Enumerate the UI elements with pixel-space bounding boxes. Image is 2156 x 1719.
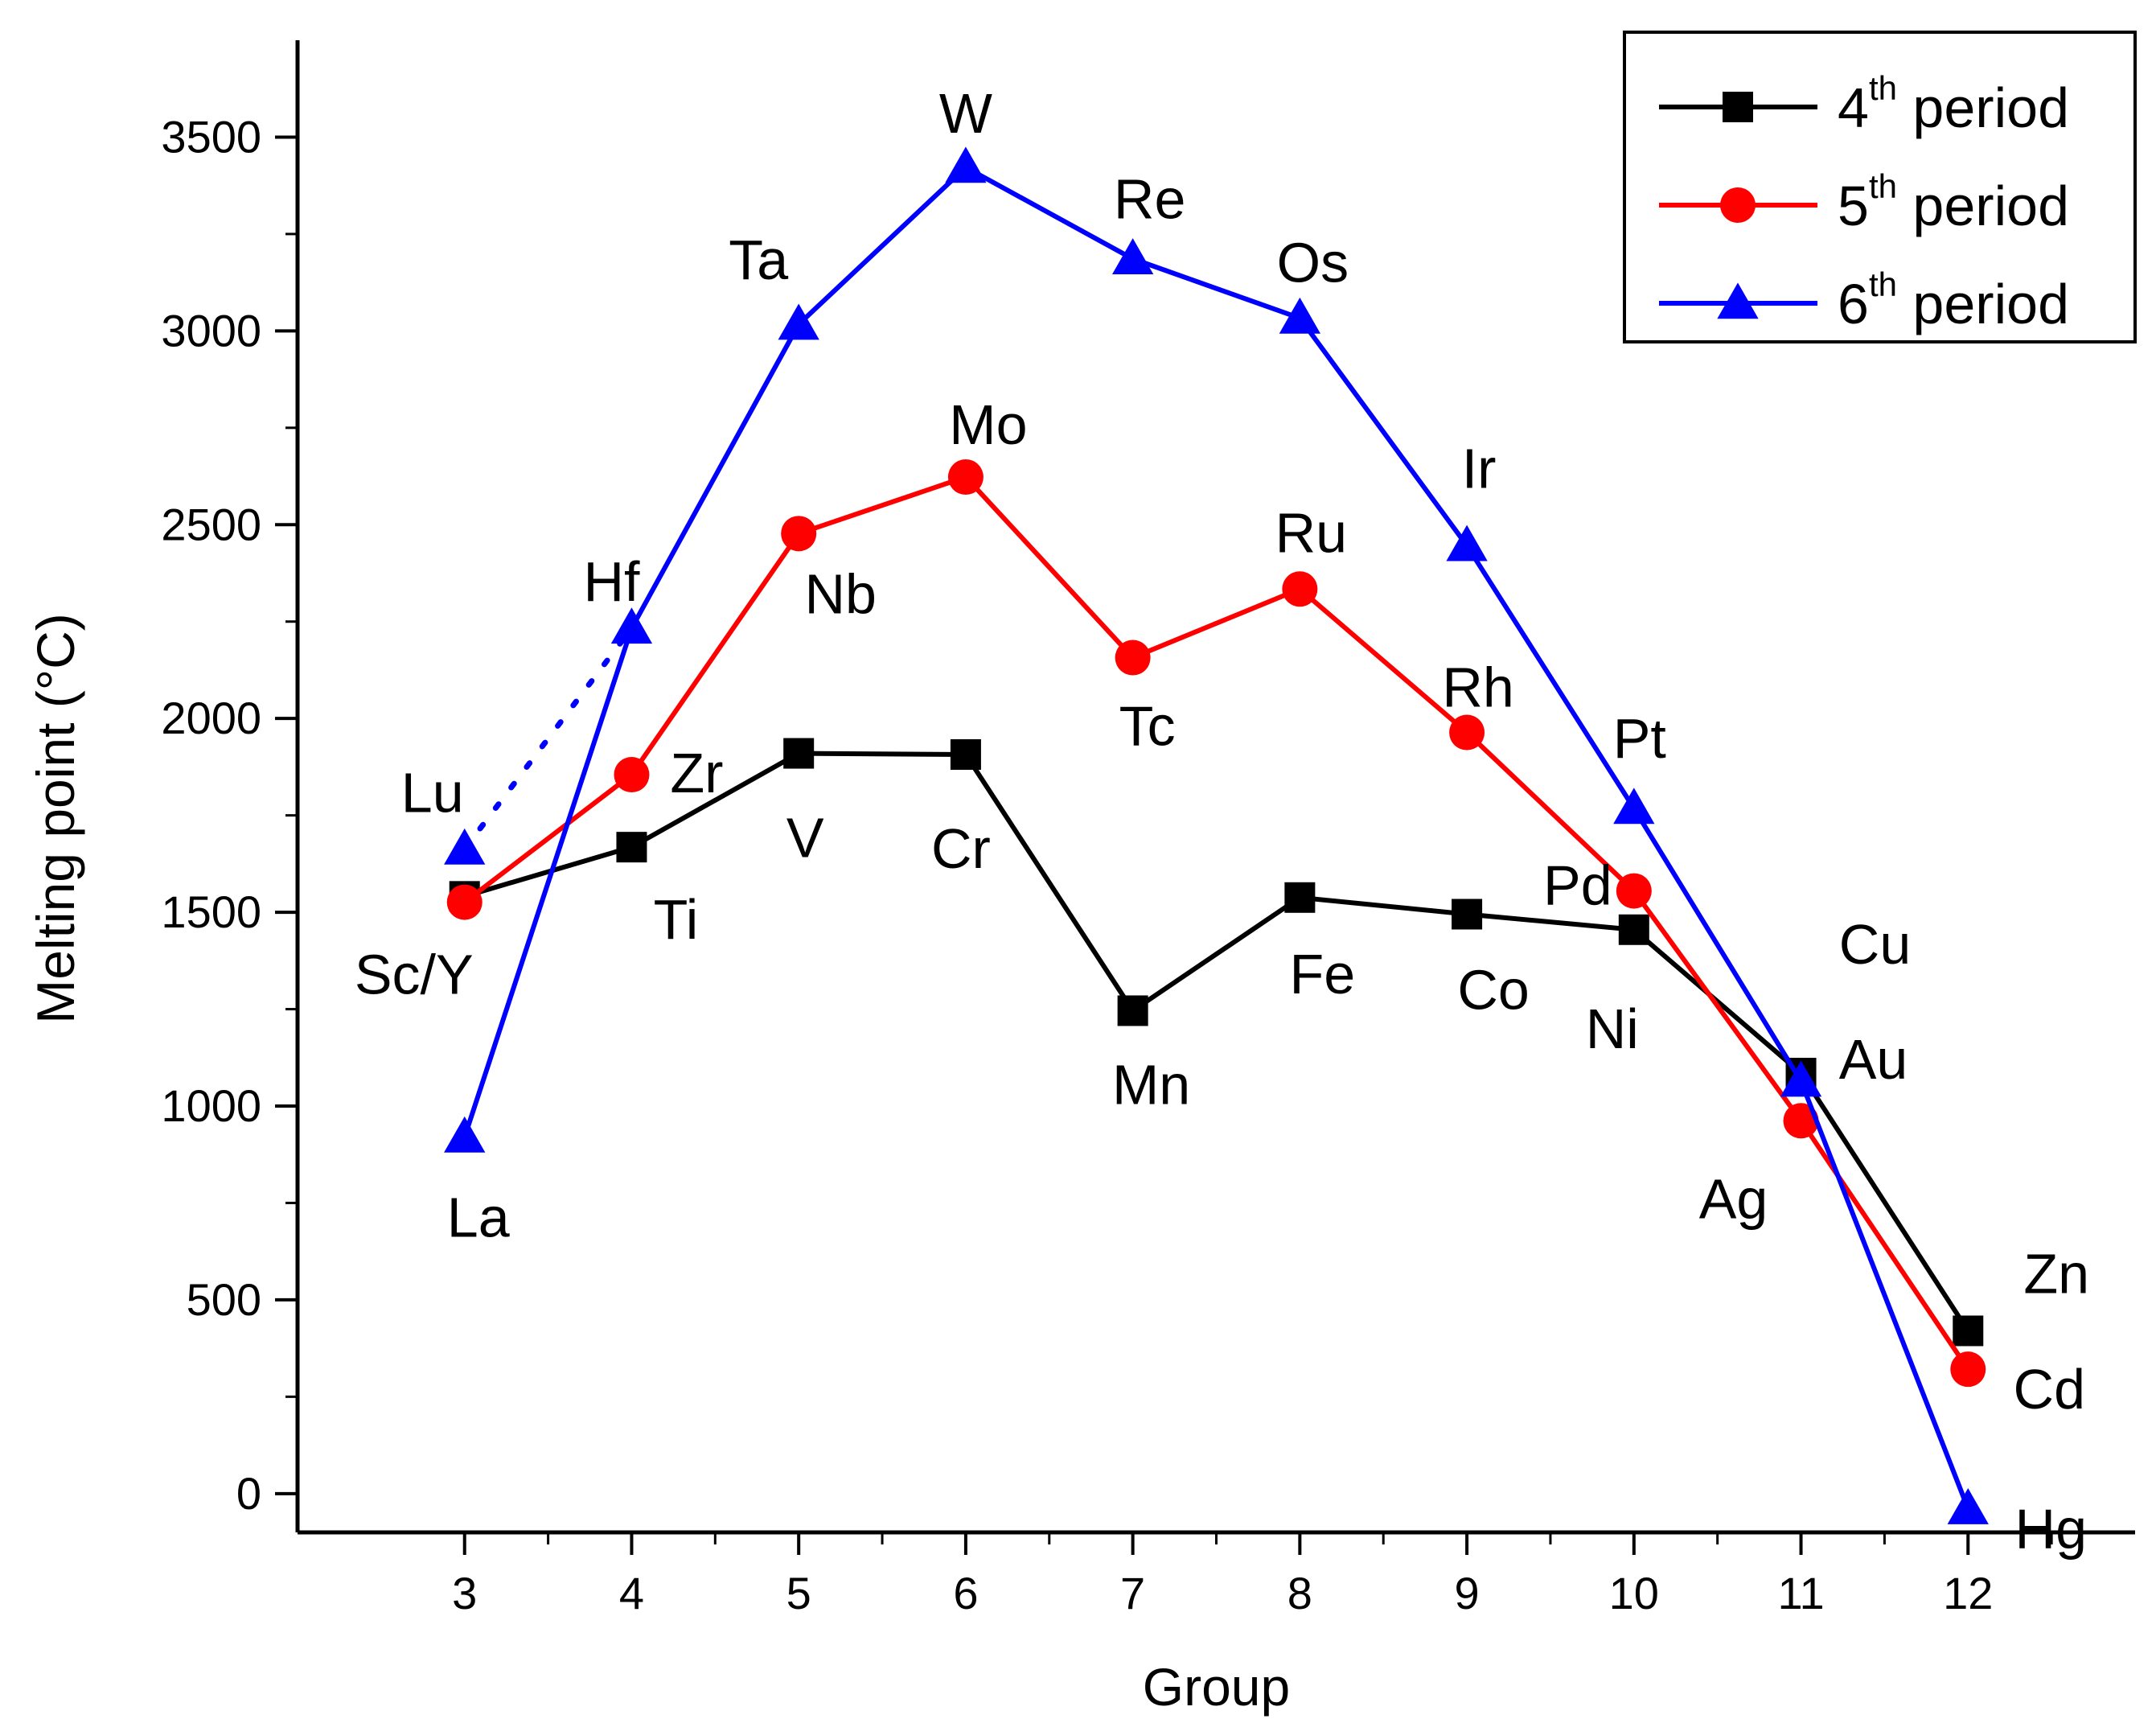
element-label-mo: Mo (949, 393, 1027, 456)
data-point-v (783, 738, 815, 769)
element-label-mn: Mn (1112, 1053, 1190, 1116)
data-point-zr (614, 757, 650, 793)
x-tick-label: 7 (1120, 1568, 1145, 1618)
x-tick-label: 11 (1777, 1568, 1824, 1618)
x-axis-title: Group (1143, 1657, 1290, 1717)
element-label-pt: Pt (1613, 707, 1666, 770)
legend-marker-6th-period (1717, 282, 1759, 319)
element-labels: Lu Sc/Y La Hf Zr Ti Ta Nb V W Mo Cr Re Tc Mn Os Ru Fe Ir Rh… (355, 82, 2089, 1561)
element-label-tc: Tc (1119, 695, 1176, 758)
data-point-fe (1284, 882, 1316, 913)
data-point-cd (1950, 1351, 1986, 1388)
y-axis-title: Melting point (°C) (26, 613, 85, 1024)
element-label-hf: Hf (583, 550, 640, 613)
y-tick-label: 1000 (161, 1080, 261, 1131)
x-tick-label: 6 (953, 1568, 978, 1618)
data-point-ti (616, 832, 647, 863)
element-label-zn: Zn (2023, 1242, 2089, 1305)
data-point-ru (1282, 571, 1318, 607)
data-point-lu (444, 828, 486, 865)
x-tick-label: 10 (1609, 1568, 1659, 1618)
data-point-ir (1446, 524, 1488, 561)
data-point-mo (947, 459, 984, 496)
data-point-w (945, 146, 987, 183)
element-label-la: La (447, 1186, 510, 1249)
element-label-v: V (786, 807, 824, 870)
x-tick-label: 9 (1455, 1568, 1480, 1618)
legend-label-6th-period: 6th period (1838, 265, 2069, 335)
data-point-mn (1117, 995, 1148, 1026)
data-point-ta (778, 303, 819, 340)
data-point-cr (950, 738, 981, 770)
element-label-os: Os (1277, 231, 1349, 294)
data-point-zn (1953, 1315, 1984, 1347)
legend-label-5th-period: 5th period (1838, 167, 2069, 237)
element-label-re: Re (1114, 168, 1185, 231)
series-line-4th-period (463, 751, 1970, 1333)
data-point-hf (610, 607, 653, 644)
element-label-zr: Zr (670, 742, 723, 804)
legend-box (1623, 31, 2137, 343)
data-point-sc-y (446, 884, 483, 920)
legend: 4th period 5th period 6th period (1623, 31, 2137, 343)
element-label-ti: Ti (654, 888, 699, 951)
dotted-link-lu-hf (462, 625, 634, 853)
element-label-ag: Ag (1699, 1167, 1768, 1230)
y-tick-label: 3500 (161, 111, 261, 162)
data-point-pd (1616, 873, 1652, 909)
element-label-fe: Fe (1290, 943, 1356, 1005)
element-label-w: W (939, 82, 992, 145)
element-label-rh: Rh (1442, 656, 1513, 719)
x-tick-label: 4 (619, 1568, 644, 1618)
legend-marker-4th-period (1723, 92, 1753, 122)
y-tick-label: 0 (236, 1468, 261, 1519)
element-label-lu: Lu (401, 762, 464, 825)
element-label-au: Au (1839, 1028, 1908, 1091)
y-tick-label: 2500 (161, 499, 261, 549)
x-tick-label: 5 (786, 1568, 811, 1618)
series-4th-period (449, 738, 1984, 1347)
y-tick-label: 1500 (161, 886, 261, 937)
element-label-hg: Hg (2015, 1498, 2087, 1561)
data-point-os (1279, 297, 1321, 334)
data-point-pt (1613, 788, 1655, 825)
x-tick-label: 12 (1943, 1568, 1993, 1618)
data-point-la (444, 1116, 486, 1153)
data-point-nb (781, 516, 817, 552)
series-line-5th-period (462, 474, 1970, 1371)
element-label-sc-y: Sc/Y (355, 944, 474, 1006)
element-label-nb: Nb (804, 562, 876, 625)
data-point-ag (1783, 1103, 1819, 1139)
series-5th-period (446, 459, 1986, 1388)
data-point-au (1780, 1060, 1822, 1097)
element-label-cr: Cr (931, 817, 991, 880)
data-point-re (1111, 238, 1154, 274)
element-label-ta: Ta (729, 228, 788, 291)
series-line-6th-period (462, 164, 1971, 1510)
series-6th-period (444, 146, 1989, 1524)
element-label-co: Co (1457, 959, 1529, 1022)
data-point-co (1452, 899, 1483, 930)
data-point-ni (1618, 914, 1649, 945)
legend-marker-5th-period (1720, 187, 1756, 223)
element-label-pd: Pd (1543, 854, 1612, 917)
data-point-hg (1947, 1487, 1989, 1524)
legend-label-4th-period: 4th period (1838, 69, 2069, 139)
axes: 0 500 1000 1500 2000 2500 3000 3500 3 4 5 6 7 8 9 10 11 1… (161, 40, 2135, 1618)
element-label-ni: Ni (1586, 997, 1639, 1060)
y-tick-label: 500 (187, 1274, 261, 1325)
element-label-ru: Ru (1275, 501, 1347, 564)
data-point-rh (1449, 714, 1485, 751)
y-tick-label: 3000 (161, 305, 261, 356)
x-tick-label: 8 (1287, 1568, 1312, 1618)
data-point-tc (1115, 639, 1151, 676)
element-label-cu: Cu (1839, 913, 1911, 976)
y-tick-label: 2000 (161, 693, 261, 743)
element-label-ir: Ir (1462, 437, 1497, 500)
element-label-cd: Cd (2014, 1358, 2085, 1421)
x-tick-label: 3 (452, 1568, 477, 1618)
series-layer (444, 146, 1989, 1524)
